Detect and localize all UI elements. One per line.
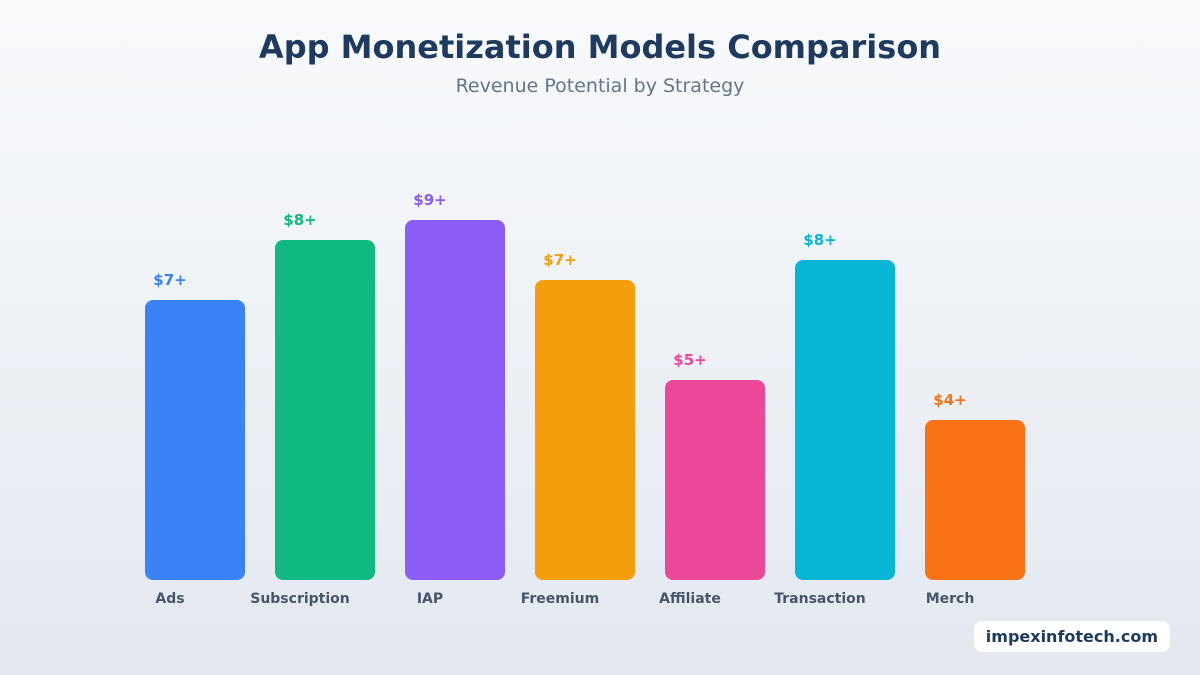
x-tick-label: Subscription	[250, 591, 350, 607]
bar-subscription	[275, 240, 375, 580]
x-tick-label: IAP	[417, 591, 443, 607]
bar-iap	[405, 220, 505, 580]
data-label: $7+	[543, 251, 576, 269]
bar-affiliate	[665, 380, 765, 580]
data-label: $4+	[933, 391, 966, 409]
data-label: $9+	[413, 191, 446, 209]
bar-transaction	[795, 260, 895, 580]
data-label: $8+	[283, 211, 316, 229]
x-tick-label: Ads	[155, 591, 184, 607]
data-label: $8+	[803, 231, 836, 249]
data-label: $5+	[673, 351, 706, 369]
x-tick-label: Merch	[926, 591, 975, 607]
data-label: $7+	[153, 271, 186, 289]
bar-freemium	[535, 280, 635, 580]
bar-merch	[925, 420, 1025, 580]
bar-ads	[145, 300, 245, 580]
chart-subtitle: Revenue Potential by Strategy	[455, 75, 745, 97]
x-tick-label: Freemium	[521, 591, 600, 607]
chart-title: App Monetization Models Comparison	[258, 28, 942, 66]
x-tick-label: Affiliate	[659, 591, 721, 607]
watermark[interactable]: impexinfotech.com	[973, 621, 1170, 652]
x-tick-label: Transaction	[774, 591, 866, 607]
